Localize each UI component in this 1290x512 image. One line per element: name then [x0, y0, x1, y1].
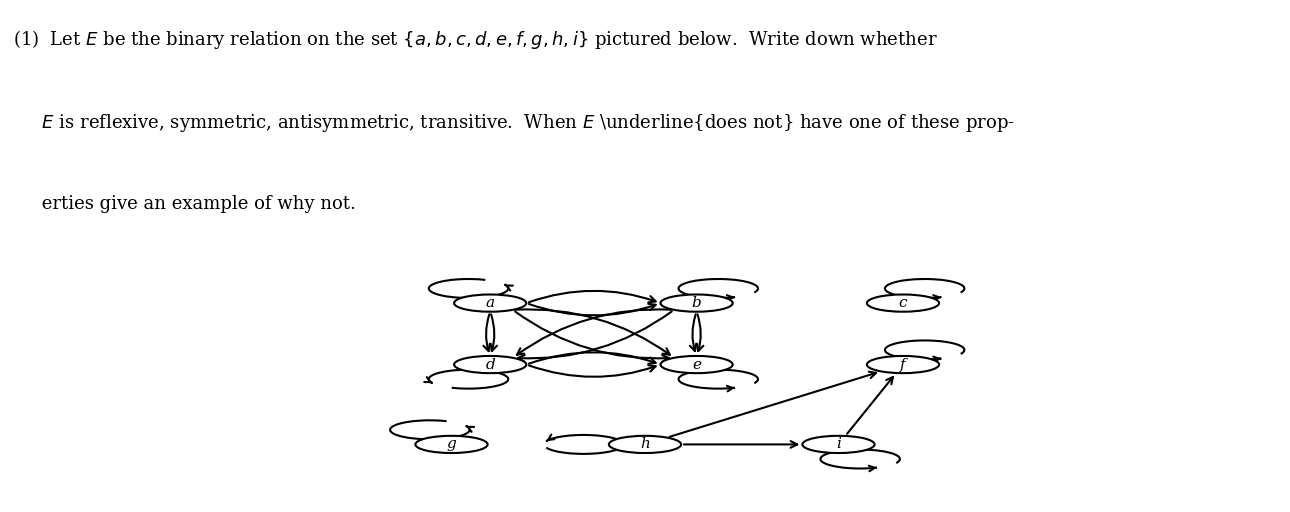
Text: h: h	[640, 437, 650, 452]
Circle shape	[660, 356, 733, 373]
Circle shape	[454, 294, 526, 312]
Text: a: a	[485, 296, 495, 310]
Text: g: g	[446, 437, 457, 452]
Text: b: b	[691, 296, 702, 310]
Text: $E$ is reflexive, symmetric, antisymmetric, transitive.  When $E$ \underline{doe: $E$ is reflexive, symmetric, antisymmetr…	[13, 112, 1015, 134]
Circle shape	[660, 294, 733, 312]
Circle shape	[415, 436, 488, 453]
Text: erties give an example of why not.: erties give an example of why not.	[13, 195, 356, 213]
Text: f: f	[900, 357, 906, 372]
Text: (1)  Let $E$ be the binary relation on the set $\{a, b, c, d, e, f, g, h, i\}$ p: (1) Let $E$ be the binary relation on th…	[13, 28, 938, 51]
Text: d: d	[485, 357, 495, 372]
Circle shape	[609, 436, 681, 453]
Circle shape	[867, 294, 939, 312]
Text: i: i	[836, 437, 841, 452]
Text: c: c	[899, 296, 907, 310]
Circle shape	[802, 436, 875, 453]
Circle shape	[454, 356, 526, 373]
Circle shape	[867, 356, 939, 373]
Text: e: e	[693, 357, 700, 372]
